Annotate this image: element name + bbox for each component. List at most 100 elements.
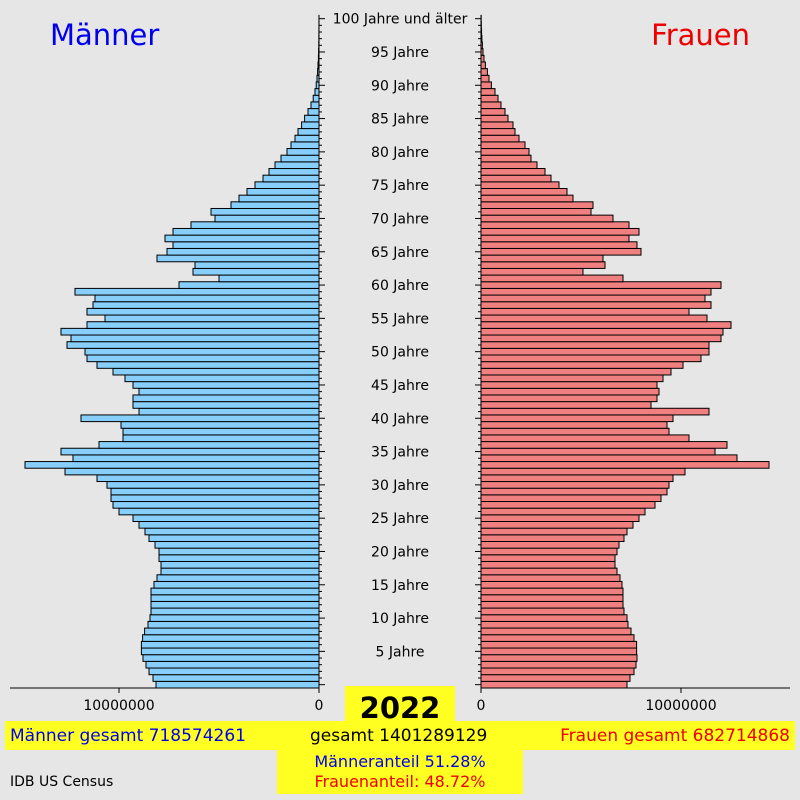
women-x-tick-label: 0 [477,698,486,714]
age-label-35: 35 Jahre [371,445,429,461]
women-bar-age-38 [480,427,670,436]
share-box: Männeranteil 51.28% Frauenanteil: 48.72% [277,750,523,794]
men-bar-age-21 [154,540,320,549]
women-bar-age-6 [480,640,638,649]
women-bar-age-29 [480,487,668,496]
age-label-90: 90 Jahre [371,78,429,94]
men-bar-age-8 [144,627,320,636]
women-bar-age-37 [480,434,690,443]
women-bar-age-25 [480,514,640,523]
age-label-5: 5 Jahre [376,644,425,660]
men-bar-age-30 [106,481,320,489]
women-bar-age-64 [480,254,604,263]
men-bar-age-79 [280,154,320,163]
men-bar-age-77 [268,168,320,176]
men-bar-age-9 [147,620,320,629]
men-bar-age-43 [132,394,320,403]
men-bar-age-23 [144,527,320,536]
men-bar-age-64 [156,254,320,263]
women-bar-age-0 [480,680,628,689]
men-bar-age-54 [86,321,320,329]
women-bar-age-85 [480,114,509,123]
men-bar-age-7 [142,634,320,642]
women-bar-age-66 [480,241,638,249]
women-bar-age-71 [480,207,592,216]
men-bar-age-6 [140,640,320,649]
men-bar-age-78 [274,161,320,170]
age-label-60: 60 Jahre [371,278,429,294]
women-bar-age-76 [480,174,552,183]
women-bar-age-93 [480,61,486,70]
women-bar-age-11 [480,607,625,616]
men-bar-age-52 [70,334,320,343]
men-bar-age-53 [60,327,320,336]
men-bar-age-24 [138,521,320,529]
women-bar-age-42 [480,401,652,409]
men-bar-age-83 [297,128,320,136]
men-title: Männer [50,18,160,52]
women-bar-age-12 [480,600,624,609]
women-bar-age-44 [480,387,660,396]
men-bar-age-87 [310,101,320,110]
women-bar-age-62 [480,267,584,276]
men-bar-age-84 [301,121,320,130]
men-x-tick-label: 0 [315,698,324,714]
age-label-85: 85 Jahre [371,112,429,128]
grand-total: gesamt 1401289129 [310,726,488,746]
men-bar-age-74 [246,188,320,196]
women-bar-age-82 [480,134,520,143]
women-bar-age-55 [480,314,708,323]
men-bar-age-42 [132,401,320,409]
women-bar-age-31 [480,474,674,483]
men-total: Männer gesamt 718574261 [10,726,246,746]
men-bar-age-56 [86,307,320,316]
women-bar-age-61 [480,274,624,283]
women-bar-age-16 [480,574,621,582]
men-bar-age-51 [66,341,320,349]
women-bar-age-20 [480,547,618,556]
men-bar-age-46 [124,374,320,383]
women-bar-age-28 [480,494,662,503]
women-bar-age-7 [480,634,635,642]
age-label-70: 70 Jahre [371,211,429,227]
women-bar-age-47 [480,367,672,376]
men-bar-age-76 [262,174,320,183]
women-bar-age-24 [480,521,634,529]
women-bar-age-83 [480,128,516,136]
men-bar-age-71 [210,207,320,216]
men-bar-age-75 [254,181,320,189]
women-bar-age-69 [480,221,630,229]
men-bar-age-33 [24,461,320,469]
women-bar-age-3 [480,660,637,669]
age-label-15: 15 Jahre [371,578,429,594]
women-bar-age-30 [480,481,670,489]
women-bar-age-63 [480,261,606,269]
women-bar-age-78 [480,161,538,170]
women-bar-age-90 [480,81,492,90]
men-bar-age-11 [150,607,320,616]
men-bar-age-65 [166,247,320,256]
men-bar-age-37 [122,434,320,443]
men-bar-age-80 [286,148,320,156]
men-bar-age-57 [92,301,320,309]
men-bar-age-82 [294,134,320,143]
men-bar-age-70 [214,214,320,223]
men-bar-age-3 [145,660,320,669]
women-bar-age-34 [480,454,738,463]
women-bar-age-53 [480,327,724,336]
women-bar-age-81 [480,141,526,150]
women-bar-age-18 [480,560,616,569]
women-bar-age-40 [480,414,674,423]
men-bar-age-5 [140,647,320,656]
women-bar-age-15 [480,580,623,589]
men-bar-age-39 [120,421,320,429]
women-bar-age-59 [480,287,712,296]
men-bar-age-68 [172,227,320,236]
men-bar-age-40 [80,414,320,423]
women-bar-age-27 [480,501,656,509]
women-bar-age-51 [480,341,710,349]
year-label: 2022 [345,686,455,730]
women-bar-age-2 [480,667,635,676]
women-bar-age-57 [480,301,712,309]
men-bar-age-20 [158,547,320,556]
